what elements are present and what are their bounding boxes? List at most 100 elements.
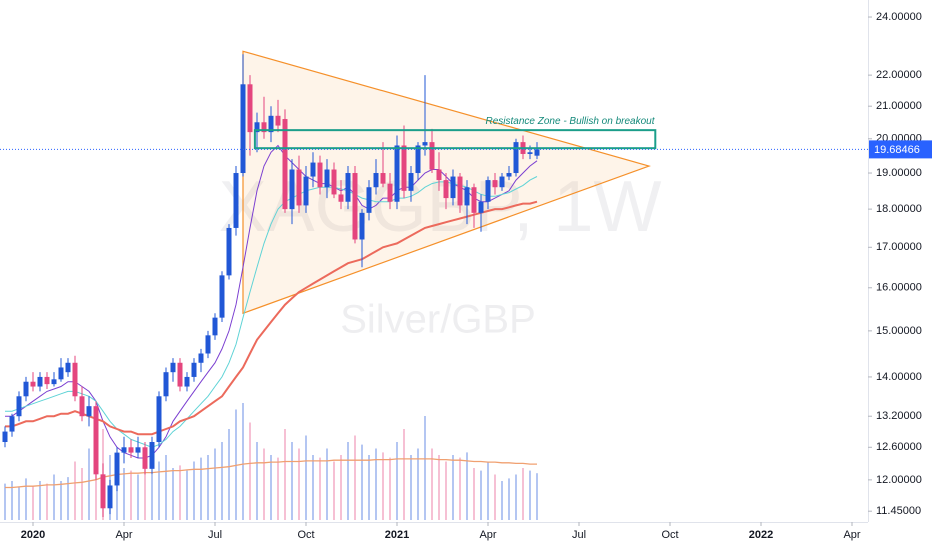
volume-bar (529, 470, 531, 520)
candle-body (128, 447, 134, 453)
volume-bar (270, 455, 272, 520)
candle-body (443, 180, 449, 199)
x-tick-label: 2022 (749, 529, 773, 541)
y-tick-label: 12.00000 (876, 474, 922, 486)
volume-bar (144, 468, 146, 520)
volume-bar (466, 452, 468, 520)
candle-body (16, 396, 22, 417)
candle-body (114, 452, 120, 486)
volume-bar (424, 416, 426, 520)
volume-bar (284, 429, 286, 520)
volume-bar (46, 483, 48, 520)
y-tick-label: 17.00000 (876, 241, 922, 253)
candle-body (422, 142, 428, 146)
candle-body (429, 142, 435, 170)
candle-body (156, 396, 162, 443)
y-tick-label: 15.00000 (876, 325, 922, 337)
volume-bar (431, 448, 433, 520)
candle-body (100, 474, 106, 509)
candle-body (2, 431, 8, 443)
candle-body (513, 142, 519, 174)
watermark-name: Silver/GBP (340, 298, 536, 342)
candle-body (296, 169, 302, 206)
candle-body (345, 173, 351, 202)
volume-bar (305, 435, 307, 520)
volume-bar (88, 448, 90, 520)
candle-body (177, 362, 183, 387)
volume-bar (375, 448, 377, 520)
volume-bar (200, 457, 202, 520)
volume-bar (60, 481, 62, 520)
volume-bar (487, 461, 489, 520)
volume-bar (403, 429, 405, 520)
volume-bar (522, 468, 524, 520)
volume-bar (291, 442, 293, 520)
candle-body (471, 187, 477, 213)
x-tick-label: Oct (297, 529, 314, 541)
candle-body (184, 376, 190, 387)
volume-bar (95, 442, 97, 520)
candle-body (464, 187, 470, 206)
volume-bar (186, 470, 188, 520)
volume-bar (333, 461, 335, 520)
volume-bar (515, 474, 517, 520)
volume-bar (11, 481, 13, 520)
candle-body (303, 176, 309, 206)
volume-bar (249, 422, 251, 520)
zone-label: Resistance Zone - Bullish on breakout (486, 116, 656, 127)
volume-bar (179, 465, 181, 520)
volume-bar (326, 448, 328, 520)
candle-body (170, 362, 176, 373)
candle-body (191, 362, 197, 377)
x-tick-label: Oct (661, 529, 678, 541)
x-tick-label: Apr (479, 529, 496, 541)
candle-body (492, 180, 498, 188)
time-axis (0, 522, 868, 550)
candle-body (58, 367, 64, 380)
last-price-box (869, 140, 932, 159)
candle-body (198, 353, 204, 363)
candle-body (289, 169, 295, 210)
candle-body (338, 194, 344, 202)
volume-bar (480, 470, 482, 520)
volume-bar (459, 457, 461, 520)
volume-bar (123, 468, 125, 520)
candle-body (268, 115, 274, 133)
volume-bar (256, 442, 258, 520)
candle-body (254, 122, 260, 133)
candle-body (86, 406, 92, 417)
y-tick-label: 11.45000 (876, 505, 921, 517)
candle-body (352, 173, 358, 240)
volume-bar (25, 478, 27, 520)
candle-body (72, 362, 78, 397)
volume-bar (396, 442, 398, 520)
candle-body (93, 406, 99, 475)
candle-body (65, 362, 71, 373)
candle-body (359, 212, 365, 240)
volume-bar (193, 461, 195, 520)
y-tick-label: 22.00000 (876, 69, 922, 81)
volume-bar (347, 442, 349, 520)
x-tick-label: 2021 (385, 529, 409, 541)
volume-bar (39, 481, 41, 520)
candle-body (37, 376, 43, 387)
candle-body (282, 119, 288, 210)
volume-bar (4, 483, 6, 520)
candle-body (44, 376, 50, 385)
volume-bar (340, 455, 342, 520)
volume-bar (445, 461, 447, 520)
volume-bar (410, 455, 412, 520)
price-axis (868, 0, 932, 550)
volume-bar (389, 457, 391, 520)
candle-body (107, 485, 113, 509)
x-tick-label: Apr (115, 529, 132, 541)
volume-bar (18, 487, 20, 520)
candle-body (233, 173, 239, 228)
volume-bar (53, 474, 55, 520)
moving-average (5, 144, 538, 459)
volume-bar (67, 477, 69, 520)
candle-body (317, 162, 323, 188)
volume-bar (32, 486, 34, 520)
